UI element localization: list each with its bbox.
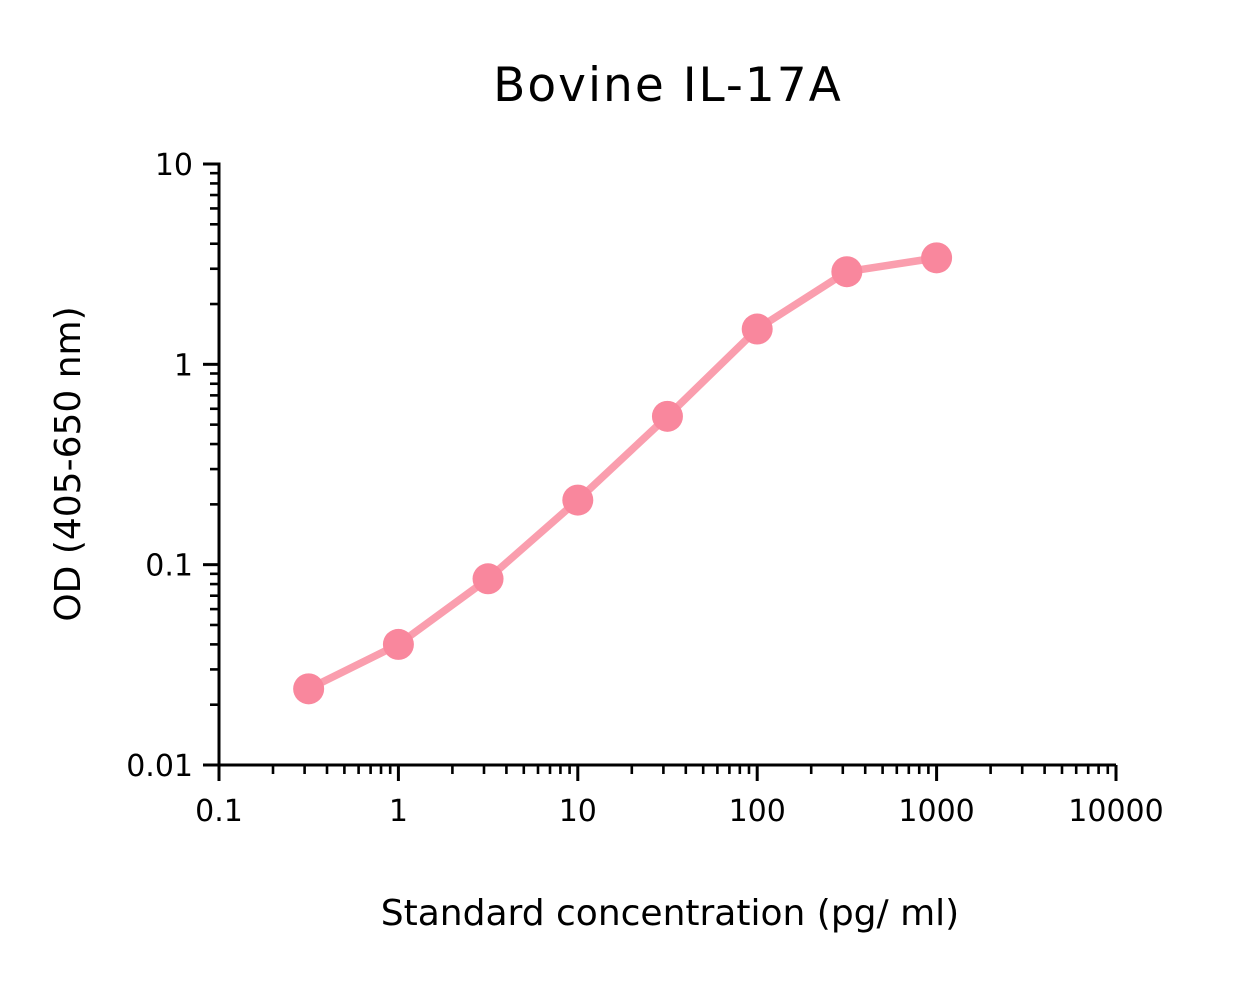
y-tick-label: 1 xyxy=(174,348,193,383)
standard-curve-line xyxy=(304,254,941,693)
y-axis-label: OD (405-650 nm) xyxy=(48,306,89,621)
x-axis-label: Standard concentration (pg/ ml) xyxy=(381,893,959,934)
y-tick-label: 0.01 xyxy=(126,749,193,784)
data-point-marker xyxy=(741,313,773,345)
x-tick-label: 10000 xyxy=(1068,794,1163,829)
data-point-marker xyxy=(293,673,325,705)
y-tick-label: 10 xyxy=(155,148,193,183)
data-point-marker xyxy=(921,242,953,274)
data-point-marker xyxy=(831,256,863,288)
y-tick-label: 0.1 xyxy=(145,549,193,584)
x-tick-label: 1 xyxy=(389,794,408,829)
data-point-marker xyxy=(562,484,594,516)
x-tick-label: 100 xyxy=(729,794,786,829)
data-point-marker xyxy=(472,563,504,595)
chart-title: Bovine IL-17A xyxy=(493,58,843,113)
x-tick-label: 1000 xyxy=(898,794,974,829)
x-tick-label: 0.1 xyxy=(195,794,243,829)
data-point-marker xyxy=(651,400,683,432)
x-tick-label: 10 xyxy=(559,794,597,829)
data-point-marker xyxy=(382,628,414,660)
